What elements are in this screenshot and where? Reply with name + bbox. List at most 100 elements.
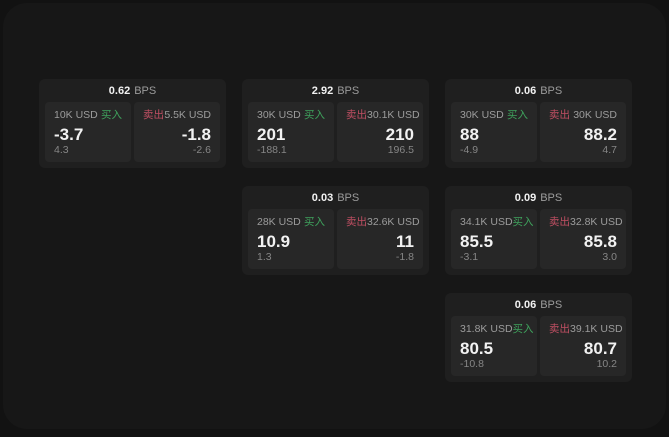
sell-tile[interactable]: 卖出 32.8K USD 85.8 3.0 xyxy=(540,209,626,269)
bps-unit-label: BPS xyxy=(540,299,563,312)
buy-price: 201 xyxy=(257,124,286,144)
sell-tile[interactable]: 卖出 5.5K USD -1.8 -2.6 xyxy=(134,102,220,162)
card-header: 0.06 BPS xyxy=(445,79,632,102)
buy-tile-header: 10K USD 买入 xyxy=(54,110,122,121)
pricing-card: 2.92 BPS 30K USD 买入 201 -188.1 卖出 30.1K … xyxy=(242,79,429,168)
price-tiles: 28K USD 买入 10.9 1.3 卖出 32.6K USD 11 -1.8 xyxy=(242,209,429,275)
buy-side-label: 买入 xyxy=(512,216,534,229)
sell-price: 11 xyxy=(396,231,414,251)
buy-delta: -4.9 xyxy=(460,143,479,156)
sell-price: 85.8 xyxy=(583,231,617,251)
pricing-card: 0.62 BPS 10K USD 买入 -3.7 4.3 卖出 5.5K USD… xyxy=(39,79,226,168)
buy-side-label: 买入 xyxy=(304,216,325,229)
buy-size: 30K USD xyxy=(257,109,301,122)
buy-size: 10K USD xyxy=(54,109,98,122)
buy-tile-header: 30K USD 买入 xyxy=(460,110,528,121)
sell-price: 80.7 xyxy=(583,338,617,358)
card-header: 0.06 BPS xyxy=(445,293,632,316)
buy-delta: -3.1 xyxy=(460,250,479,263)
card-header: 0.03 BPS xyxy=(242,186,429,209)
card-header: 0.09 BPS xyxy=(445,186,632,209)
buy-tile[interactable]: 30K USD 买入 201 -188.1 xyxy=(248,102,334,162)
card-header: 0.62 BPS xyxy=(39,79,226,102)
sell-side-label: 卖出 xyxy=(346,109,367,122)
buy-size: 28K USD xyxy=(257,216,301,229)
bps-unit-label: BPS xyxy=(134,85,157,98)
buy-side-label: 买入 xyxy=(304,109,325,122)
pricing-card: 0.06 BPS 30K USD 买入 88 -4.9 卖出 30K USD 8… xyxy=(445,79,632,168)
bps-value: 0.03 xyxy=(311,192,334,205)
sell-tile-header: 卖出 30.1K USD xyxy=(346,109,420,122)
buy-price: 85.5 xyxy=(460,231,494,251)
price-tiles: 31.8K USD 买入 80.5 -10.8 卖出 39.1K USD 80.… xyxy=(445,316,632,382)
bps-unit-label: BPS xyxy=(337,85,360,98)
sell-tile-header: 卖出 39.1K USD xyxy=(549,323,623,336)
sell-delta: -1.8 xyxy=(395,250,414,263)
buy-price: -3.7 xyxy=(54,124,84,144)
buy-size: 30K USD xyxy=(460,109,504,122)
buy-price: 88 xyxy=(460,124,479,144)
bps-unit-label: BPS xyxy=(540,85,563,98)
price-tiles: 30K USD 买入 201 -188.1 卖出 30.1K USD 210 1… xyxy=(242,102,429,168)
sell-side-label: 卖出 xyxy=(549,109,570,122)
buy-tile[interactable]: 30K USD 买入 88 -4.9 xyxy=(451,102,537,162)
sell-tile[interactable]: 卖出 30K USD 88.2 4.7 xyxy=(540,102,626,162)
sell-price: 210 xyxy=(385,124,414,144)
pricing-card: 0.09 BPS 34.1K USD 买入 85.5 -3.1 卖出 32.8K… xyxy=(445,186,632,275)
sell-delta: 3.0 xyxy=(602,250,617,263)
sell-size: 30.1K USD xyxy=(367,109,420,122)
buy-tile-header: 34.1K USD 买入 xyxy=(460,216,534,229)
sell-side-label: 卖出 xyxy=(549,216,570,229)
buy-size: 31.8K USD xyxy=(460,323,513,336)
bps-unit-label: BPS xyxy=(540,192,563,205)
price-tiles: 34.1K USD 买入 85.5 -3.1 卖出 32.8K USD 85.8… xyxy=(445,209,632,275)
sell-tile[interactable]: 卖出 39.1K USD 80.7 10.2 xyxy=(540,316,626,376)
buy-price: 10.9 xyxy=(257,231,291,251)
buy-tile[interactable]: 28K USD 买入 10.9 1.3 xyxy=(248,209,334,269)
pricing-card: 0.03 BPS 28K USD 买入 10.9 1.3 卖出 32.6K US… xyxy=(242,186,429,275)
buy-tile-header: 31.8K USD 买入 xyxy=(460,323,534,336)
card-header: 2.92 BPS xyxy=(242,79,429,102)
buy-side-label: 买入 xyxy=(512,323,534,336)
sell-size: 39.1K USD xyxy=(570,323,623,336)
bps-value: 0.06 xyxy=(514,299,537,312)
sell-price: 88.2 xyxy=(583,124,617,144)
sell-tile-header: 卖出 5.5K USD xyxy=(143,110,211,121)
sell-side-label: 卖出 xyxy=(346,216,367,229)
buy-delta: 4.3 xyxy=(54,143,69,156)
pricing-board: 0.62 BPS 10K USD 买入 -3.7 4.3 卖出 5.5K USD… xyxy=(3,3,666,429)
sell-delta: 10.2 xyxy=(596,357,617,370)
bps-value: 0.62 xyxy=(108,85,131,98)
buy-delta: 1.3 xyxy=(257,250,272,263)
sell-price: -1.8 xyxy=(181,124,211,144)
buy-delta: -10.8 xyxy=(460,357,484,370)
sell-side-label: 卖出 xyxy=(549,323,570,336)
pricing-card: 0.06 BPS 31.8K USD 买入 80.5 -10.8 卖出 39.1… xyxy=(445,293,632,382)
bps-unit-label: BPS xyxy=(337,192,360,205)
price-tiles: 10K USD 买入 -3.7 4.3 卖出 5.5K USD -1.8 -2.… xyxy=(39,102,226,168)
sell-tile-header: 卖出 30K USD xyxy=(549,110,617,121)
buy-tile-header: 30K USD 买入 xyxy=(257,110,325,121)
price-tiles: 30K USD 买入 88 -4.9 卖出 30K USD 88.2 4.7 xyxy=(445,102,632,168)
buy-tile[interactable]: 31.8K USD 买入 80.5 -10.8 xyxy=(451,316,537,376)
pricing-grid: 0.62 BPS 10K USD 买入 -3.7 4.3 卖出 5.5K USD… xyxy=(39,79,632,382)
sell-tile[interactable]: 卖出 30.1K USD 210 196.5 xyxy=(337,102,423,162)
buy-size: 34.1K USD xyxy=(460,216,513,229)
sell-delta: 4.7 xyxy=(602,143,617,156)
sell-size: 32.8K USD xyxy=(570,216,623,229)
buy-tile-header: 28K USD 买入 xyxy=(257,217,325,228)
sell-side-label: 卖出 xyxy=(143,109,164,122)
bps-value: 2.92 xyxy=(311,85,334,98)
sell-delta: 196.5 xyxy=(387,143,414,156)
sell-size: 32.6K USD xyxy=(367,216,420,229)
buy-tile[interactable]: 10K USD 买入 -3.7 4.3 xyxy=(45,102,131,162)
sell-tile[interactable]: 卖出 32.6K USD 11 -1.8 xyxy=(337,209,423,269)
bps-value: 0.09 xyxy=(514,192,537,205)
buy-side-label: 买入 xyxy=(507,109,528,122)
buy-price: 80.5 xyxy=(460,338,494,358)
sell-size: 30K USD xyxy=(573,109,617,122)
buy-tile[interactable]: 34.1K USD 买入 85.5 -3.1 xyxy=(451,209,537,269)
sell-tile-header: 卖出 32.6K USD xyxy=(346,216,420,229)
bps-value: 0.06 xyxy=(514,85,537,98)
